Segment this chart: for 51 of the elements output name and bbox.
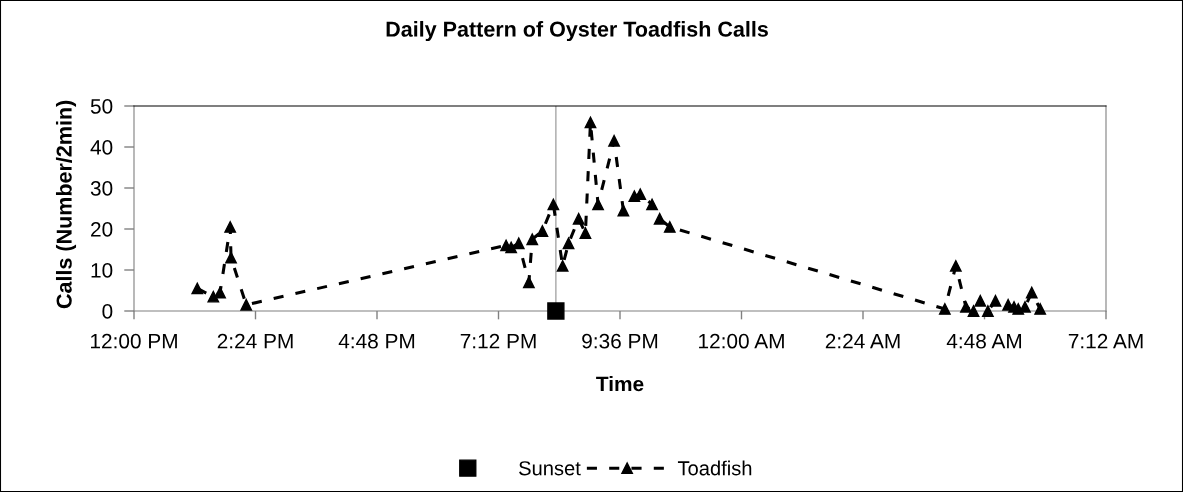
point	[207, 290, 220, 303]
chart-title: Daily Pattern of Oyster Toadfish Calls	[386, 20, 768, 42]
point	[1025, 286, 1038, 299]
point	[592, 198, 604, 211]
point	[191, 282, 204, 295]
point	[556, 259, 569, 272]
y-tick-label: 30	[90, 181, 113, 196]
point	[224, 221, 237, 233]
legend-label: Toadfish	[677, 460, 752, 476]
point	[974, 294, 987, 307]
point	[989, 294, 1002, 307]
y-tick-label: 50	[90, 99, 113, 114]
x-tick-label: 12:00 PM	[91, 333, 177, 349]
point	[214, 286, 226, 299]
point	[505, 241, 518, 254]
point	[663, 221, 676, 233]
y-tick-label: 40	[90, 140, 113, 155]
x-tick-label: 7:12 AM	[1068, 333, 1143, 349]
x-tick-label: 2:24 AM	[825, 333, 900, 349]
point	[572, 212, 585, 225]
point	[547, 302, 565, 320]
x-tick-label: 4:48 AM	[946, 333, 1022, 349]
point	[240, 298, 253, 311]
point	[579, 227, 592, 240]
point	[562, 237, 575, 250]
x-tick-label: 9:36 PM	[582, 333, 658, 349]
x-tick-label: 12:00 AM	[699, 333, 784, 349]
x-tick-label: 7:12 PM	[460, 333, 536, 349]
point	[522, 276, 535, 289]
point	[547, 198, 560, 211]
x-axis-title: Time	[596, 376, 644, 392]
y-tick-label: 10	[91, 263, 113, 278]
point	[967, 305, 980, 317]
point	[653, 212, 666, 225]
point	[949, 259, 962, 272]
point	[584, 116, 597, 129]
y-tick-label: 0	[102, 304, 113, 319]
x-tick-label: 2:24 PM	[217, 333, 293, 349]
point	[646, 198, 658, 211]
point	[981, 305, 994, 317]
point	[526, 233, 539, 246]
point	[960, 300, 972, 313]
legend-label: Sunset	[519, 461, 581, 476]
point	[1034, 303, 1047, 315]
x-tick-label: 4:48 PM	[338, 333, 415, 349]
point	[938, 303, 951, 315]
point	[617, 204, 630, 217]
point	[536, 225, 549, 237]
y-axis-title: Calls (Number/2min)	[55, 100, 77, 309]
y-tick-label: 20	[91, 222, 113, 237]
point	[608, 134, 620, 147]
